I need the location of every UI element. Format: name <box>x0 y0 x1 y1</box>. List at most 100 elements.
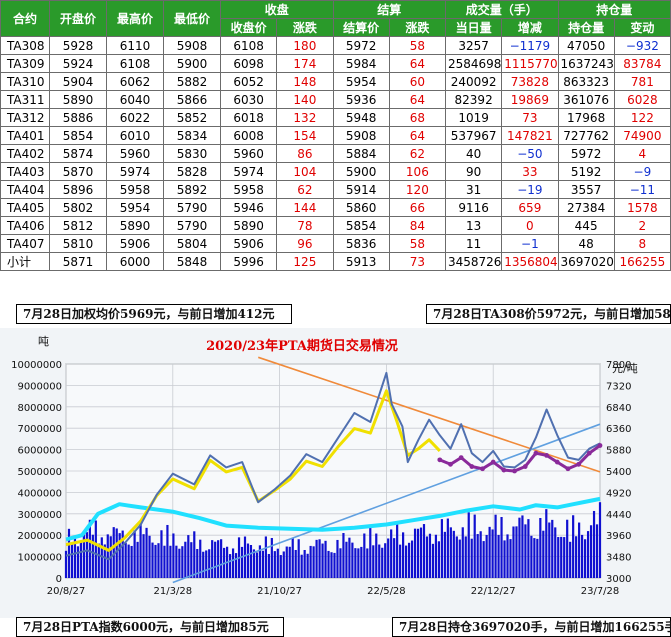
left-tick-label: 1000000 <box>17 553 62 564</box>
volume-bar <box>482 541 485 578</box>
volume-bar <box>163 545 166 578</box>
cell-settle: 5948 <box>332 108 390 127</box>
volume-bar <box>366 548 369 578</box>
cell-close: 5890 <box>219 216 278 235</box>
volume-bar <box>327 550 330 578</box>
volume-bar <box>363 533 366 578</box>
trading-table: 合约 开盘价 最高价 最低价 收盘 结算 成交量（手） 持仓量 收盘价 涨跌 结… <box>0 0 671 271</box>
cell-close-chg: 86 <box>276 144 334 163</box>
cell-oi: 47050 <box>557 36 615 55</box>
left-tick-label: 6000000 <box>17 446 62 457</box>
header-open: 开盘价 <box>49 0 107 37</box>
axes: 0 1000000 2000000 3000000 4000000 5000000 6000… <box>11 360 631 597</box>
cell-vol: 82392 <box>444 90 503 109</box>
cell-settle: 5900 <box>332 162 390 181</box>
volume-bar <box>563 537 566 578</box>
cell-vol-chg: 73 <box>501 108 559 127</box>
volume-bar <box>136 541 139 578</box>
cell-low: 5790 <box>163 216 221 235</box>
volume-bar <box>554 527 557 578</box>
volume-bar <box>402 532 405 578</box>
cell-contract: TA402 <box>0 144 50 163</box>
cell-vol-chg: 147821 <box>501 126 559 145</box>
header-oi-chg: 变动 <box>613 18 671 37</box>
volume-bar <box>127 544 130 578</box>
volume-bar <box>416 528 420 578</box>
volume-bar <box>303 549 306 578</box>
cell-low: 5834 <box>163 126 221 145</box>
volume-bar <box>160 530 163 578</box>
volume-bar <box>139 521 142 578</box>
volume-bar <box>357 548 360 578</box>
volume-bar <box>297 539 300 578</box>
cell-close: 6052 <box>219 72 278 91</box>
volume-bar <box>196 549 199 578</box>
header-settle: 结算价 <box>332 18 390 37</box>
cell-oi-chg: 166255 <box>613 252 671 271</box>
volume-bar <box>231 548 235 578</box>
cell-vol: 9116 <box>444 198 503 217</box>
price-recent-point <box>458 455 464 461</box>
cell-close-chg: 148 <box>276 72 334 91</box>
cell-open: 5812 <box>49 216 107 235</box>
cell-high: 5974 <box>106 162 164 181</box>
volume-bar <box>199 539 202 578</box>
volume-bar <box>393 538 396 578</box>
cell-settle: 5936 <box>332 90 390 109</box>
cell-open: 5896 <box>49 180 107 199</box>
cell-close-chg: 144 <box>276 198 334 217</box>
cell-oi: 863323 <box>557 72 615 91</box>
volume-bar <box>557 537 560 578</box>
volume-bar <box>94 520 97 578</box>
open-interest-line <box>65 496 601 542</box>
cell-low: 5866 <box>163 90 221 109</box>
volume-bar <box>67 528 71 578</box>
price-recent-point <box>597 443 603 448</box>
volume-bar <box>578 522 581 578</box>
volume-bar <box>515 526 518 578</box>
cell-low: 5804 <box>163 234 221 253</box>
volume-bar <box>324 540 327 578</box>
volume-bar <box>354 548 357 578</box>
left-tick-label: 10000000 <box>11 360 62 371</box>
price-recent-point <box>437 457 443 463</box>
table-row: TA312 5886 6022 5852 6018 132 5948 68 1019 73 1796… <box>0 108 671 127</box>
price-recent-point <box>576 461 582 467</box>
volume-bar <box>264 536 267 578</box>
cell-oi-chg: 1578 <box>613 198 671 217</box>
cell-contract: 小计 <box>0 252 50 271</box>
cell-settle-chg: 62 <box>388 144 447 163</box>
volume-bar <box>106 534 109 578</box>
price-recent-point <box>501 467 507 473</box>
note-ta308-price: 7月28日TA308价5972元，与前日增加58元 <box>426 304 671 324</box>
header-high: 最高价 <box>106 0 164 37</box>
volume-bar <box>169 545 172 578</box>
price-recent-point <box>554 459 560 465</box>
cell-high: 6108 <box>106 54 164 73</box>
volume-bar <box>330 552 333 578</box>
volume-bar <box>476 534 479 578</box>
cell-low: 5882 <box>163 72 221 91</box>
cell-oi-chg: 2 <box>613 216 671 235</box>
note-open-interest: 7月28日持仓3697020手，与前日增加166255手 <box>392 617 671 637</box>
volume-bar <box>533 538 536 578</box>
header-low: 最低价 <box>163 0 221 37</box>
cell-close: 5906 <box>219 234 278 253</box>
volume-bar <box>193 531 196 578</box>
volume-bar <box>437 541 441 578</box>
cell-settle-chg: 58 <box>388 36 447 55</box>
cell-settle: 5984 <box>332 54 390 73</box>
volume-bar <box>583 539 587 578</box>
volume-bar <box>133 530 136 578</box>
cell-close-chg: 78 <box>276 216 334 235</box>
right-tick-label: 7320 <box>606 381 631 392</box>
volume-bar <box>369 526 372 578</box>
volume-bar <box>410 540 414 578</box>
volume-bar <box>527 519 530 578</box>
cell-oi: 5972 <box>557 144 615 163</box>
cell-vol: 13 <box>444 216 503 235</box>
cell-high: 5960 <box>106 144 164 163</box>
cell-close-chg: 132 <box>276 108 334 127</box>
cell-settle-chg: 120 <box>388 180 447 199</box>
cell-high: 5958 <box>106 180 164 199</box>
